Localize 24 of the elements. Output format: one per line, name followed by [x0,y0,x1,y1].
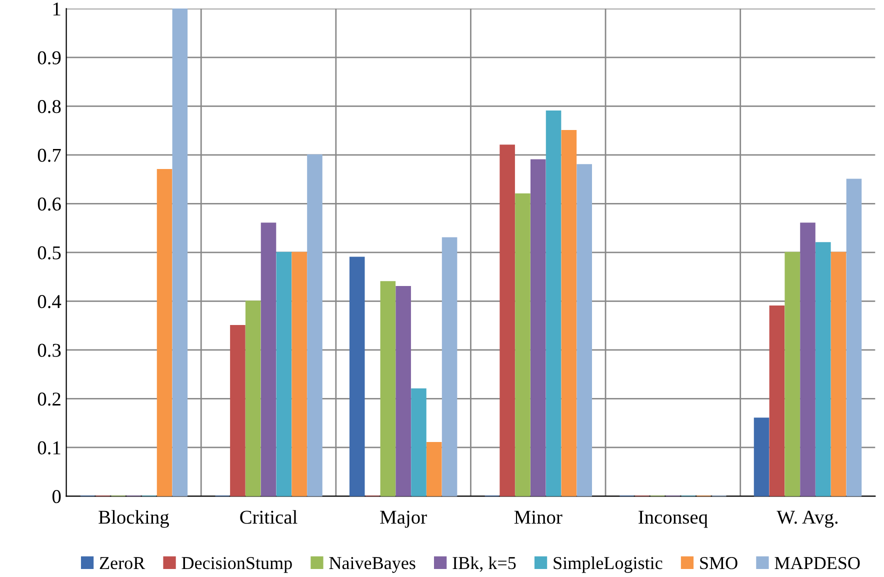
legend-label: NaiveBayes [329,557,416,573]
y-tick-label: 0.5 [38,246,61,260]
y-tick-label: 0.4 [38,295,62,308]
y-tick-label: 0.1 [38,441,60,454]
legend-label: IBk, k=5 [452,556,516,572]
legend-label: MAPDESO [774,557,860,570]
x-tick-label: Inconseq [638,510,708,528]
x-tick-label: Blocking [98,510,169,528]
y-tick-label: 0.8 [38,100,61,114]
y-tick-label: 0.2 [38,392,60,406]
legend-label: DecisionStump [182,557,292,573]
x-tick-label: Critical [240,510,298,524]
legend-label: SimpleLogistic [554,556,662,573]
x-tick-label: W. Avg. [776,510,838,528]
x-tick-label: Major [380,510,427,528]
y-tick-label: 0.6 [38,197,61,211]
legend-label: SMO [700,557,738,570]
legend-label: ZeroR [100,557,146,570]
y-tick-label: 0 [52,490,61,504]
y-tick-label: 1 [53,2,60,16]
y-tick-label: 0.9 [38,51,61,64]
y-tick-label: 0.7 [38,148,61,162]
y-tick-label: 0.3 [38,344,61,357]
x-tick-label: Minor [514,510,562,524]
